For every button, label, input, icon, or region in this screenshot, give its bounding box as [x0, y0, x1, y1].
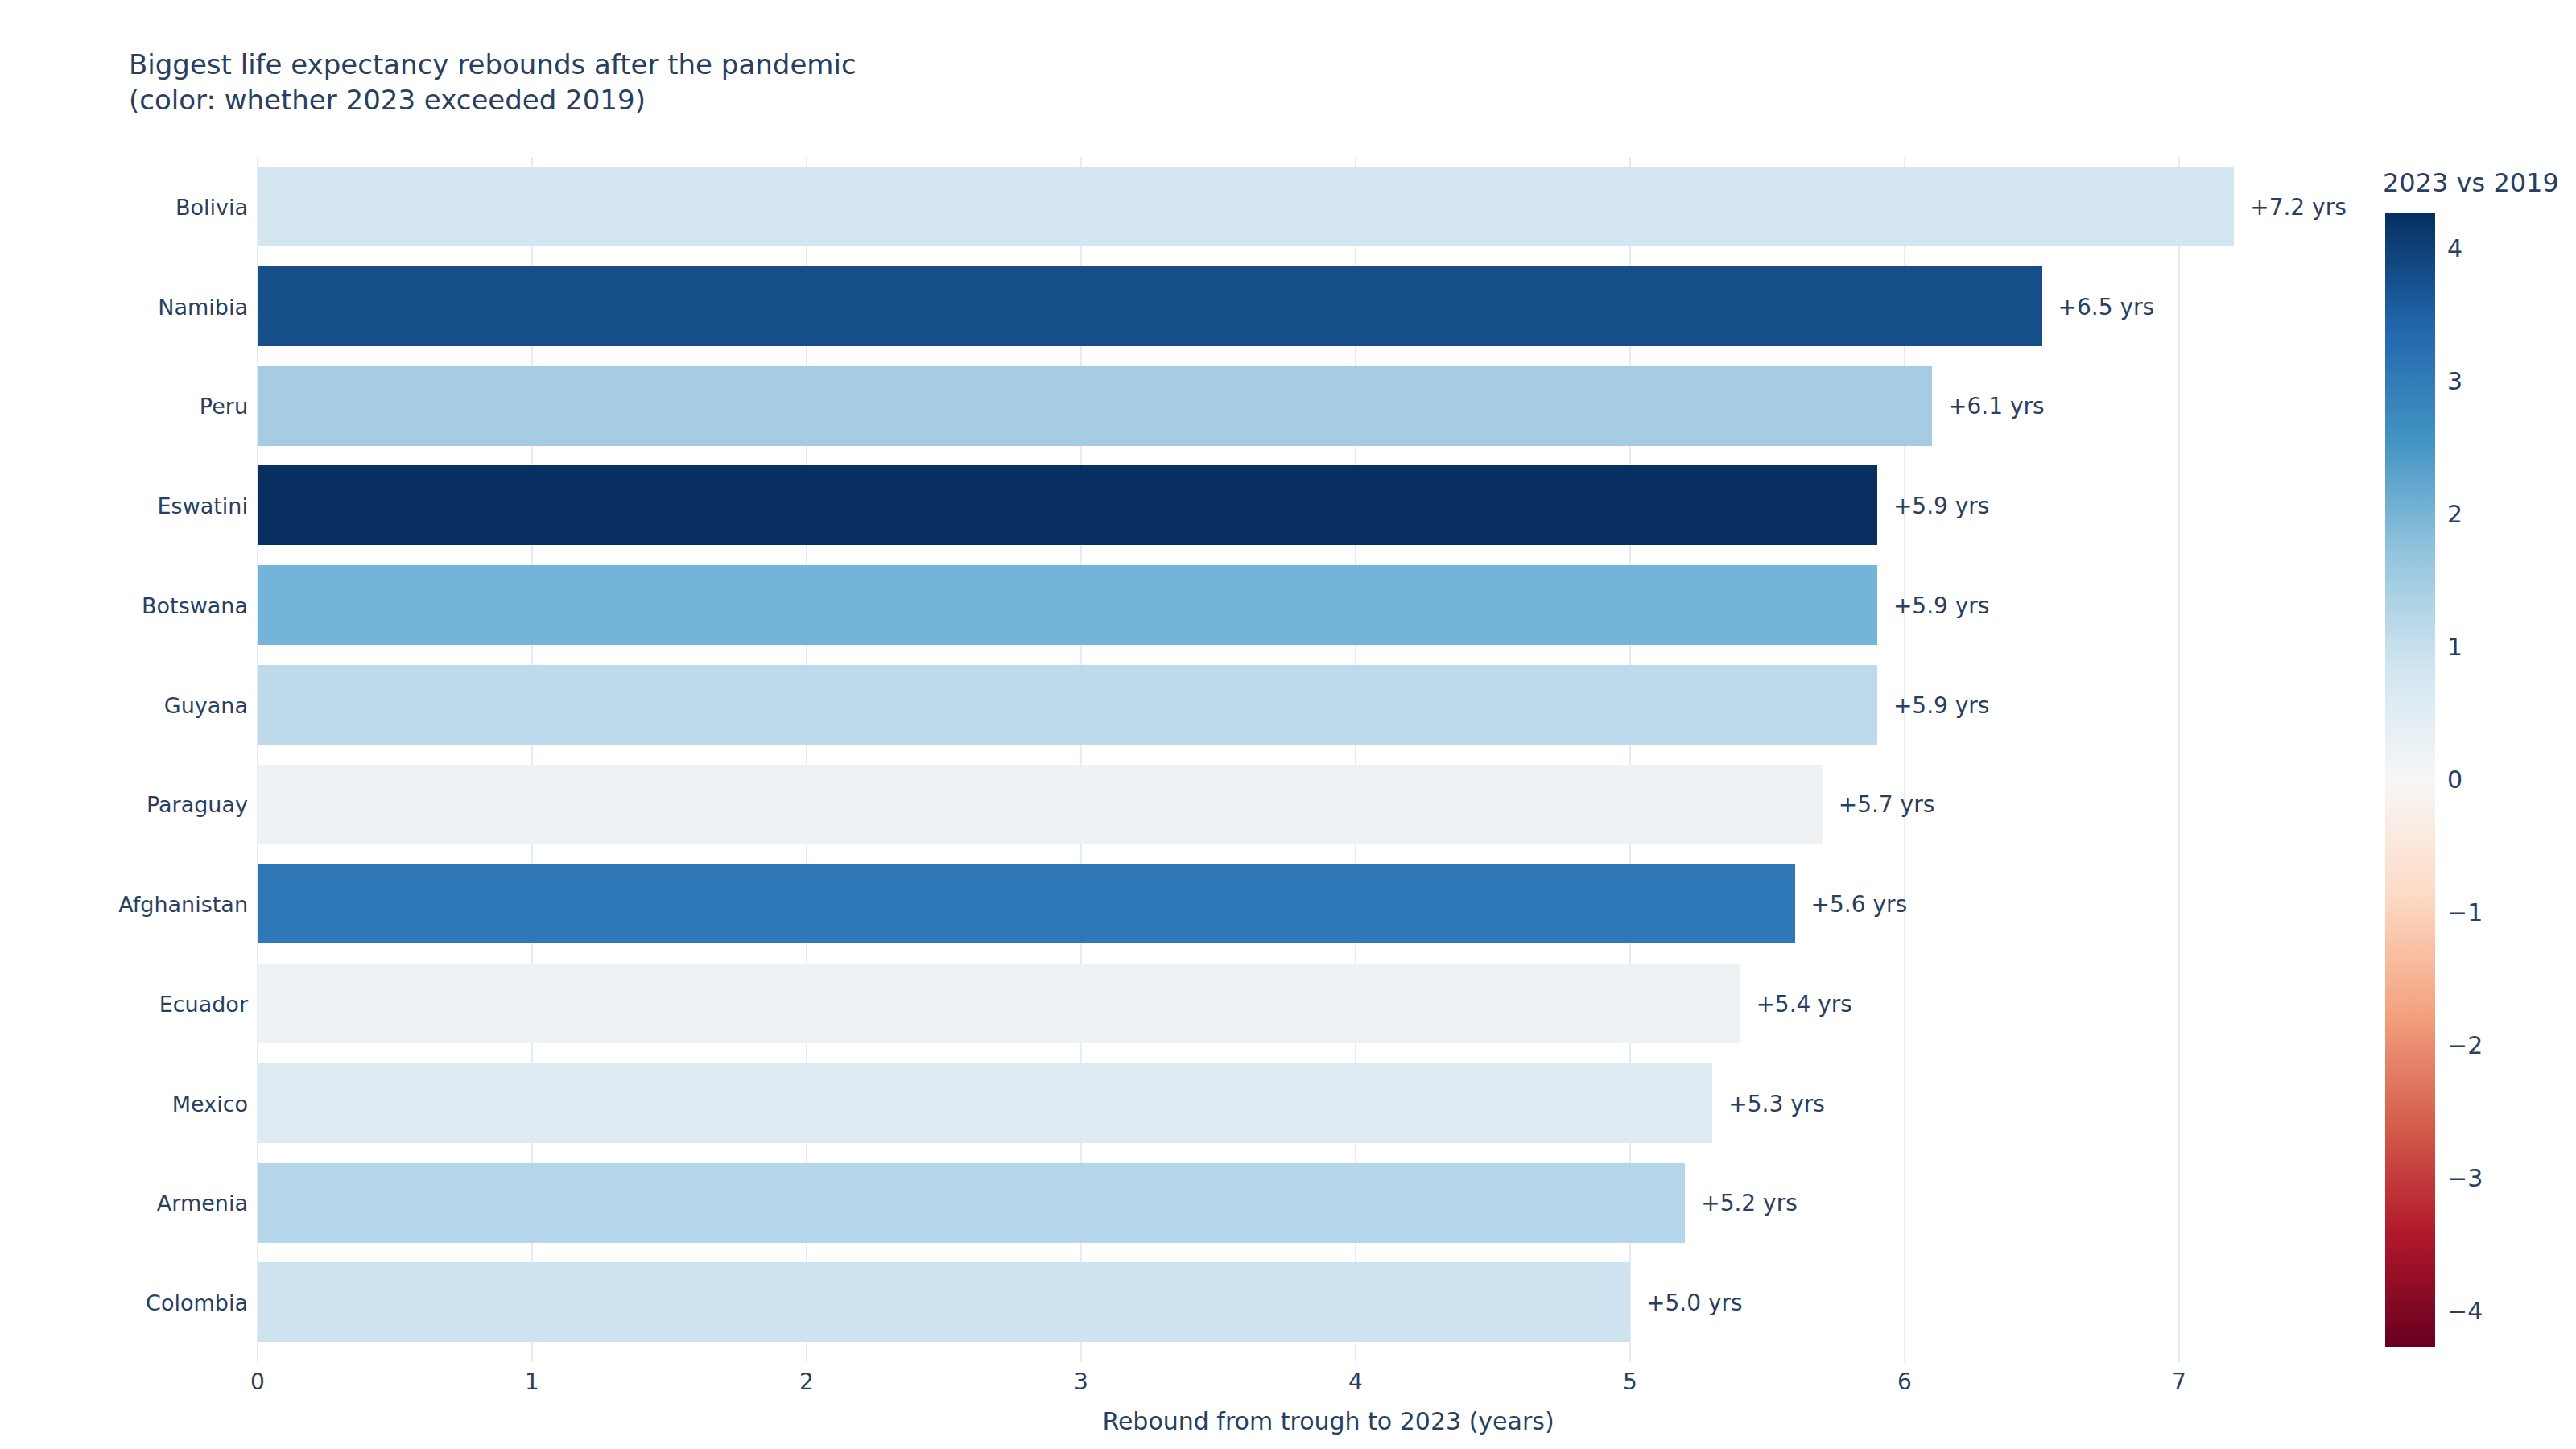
plot-area: 01234567Bolivia+7.2 yrsNamibia+6.5 yrsPe…	[258, 157, 2399, 1352]
bar-row: Paraguay+5.7 yrs	[258, 755, 2399, 855]
bar-value-label: +6.5 yrs	[2058, 293, 2155, 320]
bar-value-label: +7.2 yrs	[2250, 193, 2347, 220]
country-label: Guyana	[71, 694, 248, 716]
x-axis-tick	[806, 1352, 807, 1362]
bar-eswatini[interactable]	[258, 465, 1877, 545]
x-tick-label: 7	[2172, 1368, 2186, 1395]
bar-value-label: +5.9 yrs	[1893, 691, 1990, 718]
x-axis-tick	[1080, 1352, 1082, 1362]
x-axis-tick	[257, 1352, 258, 1362]
colorbar-tick-label: −3	[2447, 1164, 2483, 1192]
bar-mexico[interactable]	[258, 1063, 1712, 1143]
country-label: Colombia	[71, 1292, 248, 1314]
x-tick-label: 6	[1897, 1368, 1912, 1395]
colorbar-tick-label: −4	[2447, 1297, 2483, 1325]
country-label: Botswana	[71, 594, 248, 616]
country-label: Paraguay	[71, 794, 248, 815]
bar-peru[interactable]	[258, 366, 1932, 446]
bar-value-label: +5.3 yrs	[1728, 1090, 1825, 1117]
colorbar-tick-label: 1	[2447, 633, 2462, 661]
bar-value-label: +5.7 yrs	[1839, 791, 1935, 818]
bar-row: Bolivia+7.2 yrs	[258, 157, 2399, 257]
x-tick-label: 4	[1348, 1368, 1363, 1395]
x-axis-tick	[1355, 1352, 1356, 1362]
bar-row: Mexico+5.3 yrs	[258, 1054, 2399, 1154]
colorbar	[2385, 213, 2435, 1347]
bar-armenia[interactable]	[258, 1163, 1685, 1243]
x-tick-label: 0	[250, 1368, 265, 1395]
bar-value-label: +5.4 yrs	[1756, 990, 1852, 1017]
colorbar-tick-label: 2	[2447, 500, 2462, 528]
bar-row: Botswana+5.9 yrs	[258, 555, 2399, 655]
colorbar-tick-label: −2	[2447, 1031, 2483, 1059]
bar-guyana[interactable]	[258, 665, 1877, 745]
bar-paraguay[interactable]	[258, 765, 1823, 844]
x-tick-label: 3	[1074, 1368, 1088, 1395]
colorbar-tick-label: 0	[2447, 766, 2462, 794]
bar-value-label: +5.2 yrs	[1701, 1190, 1798, 1216]
x-axis-tick	[1904, 1352, 1905, 1362]
bar-value-label: +5.9 yrs	[1893, 493, 1990, 519]
bar-row: Eswatini+5.9 yrs	[258, 456, 2399, 555]
country-label: Eswatini	[71, 495, 248, 517]
bar-afghanistan[interactable]	[258, 864, 1795, 943]
colorbar-title: 2023 vs 2019	[2383, 167, 2559, 198]
x-tick-label: 1	[525, 1368, 539, 1395]
bar-row: Guyana+5.9 yrs	[258, 655, 2399, 755]
bar-botswana[interactable]	[258, 565, 1877, 645]
country-label: Armenia	[71, 1192, 248, 1214]
bar-row: Namibia+6.5 yrs	[258, 257, 2399, 357]
bar-row: Colombia+5.0 yrs	[258, 1253, 2399, 1352]
bar-value-label: +5.0 yrs	[1646, 1290, 1743, 1316]
country-label: Peru	[71, 395, 248, 417]
country-label: Ecuador	[71, 993, 248, 1014]
x-axis-tick	[1629, 1352, 1631, 1362]
x-axis-title: Rebound from trough to 2023 (years)	[258, 1407, 2399, 1435]
bar-colombia[interactable]	[258, 1262, 1630, 1342]
bar-row: Armenia+5.2 yrs	[258, 1154, 2399, 1253]
bar-value-label: +5.6 yrs	[1811, 891, 1908, 918]
x-tick-label: 5	[1623, 1368, 1637, 1395]
bar-row: Afghanistan+5.6 yrs	[258, 854, 2399, 954]
bar-ecuador[interactable]	[258, 964, 1740, 1043]
colorbar-tick-label: 4	[2447, 234, 2462, 262]
colorbar-tick-label: 3	[2447, 367, 2462, 395]
country-label: Namibia	[71, 295, 248, 317]
bar-row: Peru+6.1 yrs	[258, 357, 2399, 456]
x-axis-tick	[2178, 1352, 2180, 1362]
bar-namibia[interactable]	[258, 266, 2042, 346]
country-label: Bolivia	[71, 196, 248, 217]
chart-title-line1: Biggest life expectancy rebounds after t…	[129, 47, 857, 82]
country-label: Mexico	[71, 1092, 248, 1114]
bar-row: Ecuador+5.4 yrs	[258, 954, 2399, 1054]
bar-value-label: +5.9 yrs	[1893, 592, 1990, 618]
country-label: Afghanistan	[71, 894, 248, 915]
bar-value-label: +6.1 yrs	[1948, 393, 2045, 419]
bar-bolivia[interactable]	[258, 167, 2234, 246]
chart-title-line2: (color: whether 2023 exceeded 2019)	[129, 82, 646, 118]
x-tick-label: 2	[799, 1368, 814, 1395]
x-axis-tick	[531, 1352, 533, 1362]
colorbar-tick-label: −1	[2447, 898, 2483, 927]
chart-root: Biggest life expectancy rebounds after t…	[0, 0, 2576, 1449]
